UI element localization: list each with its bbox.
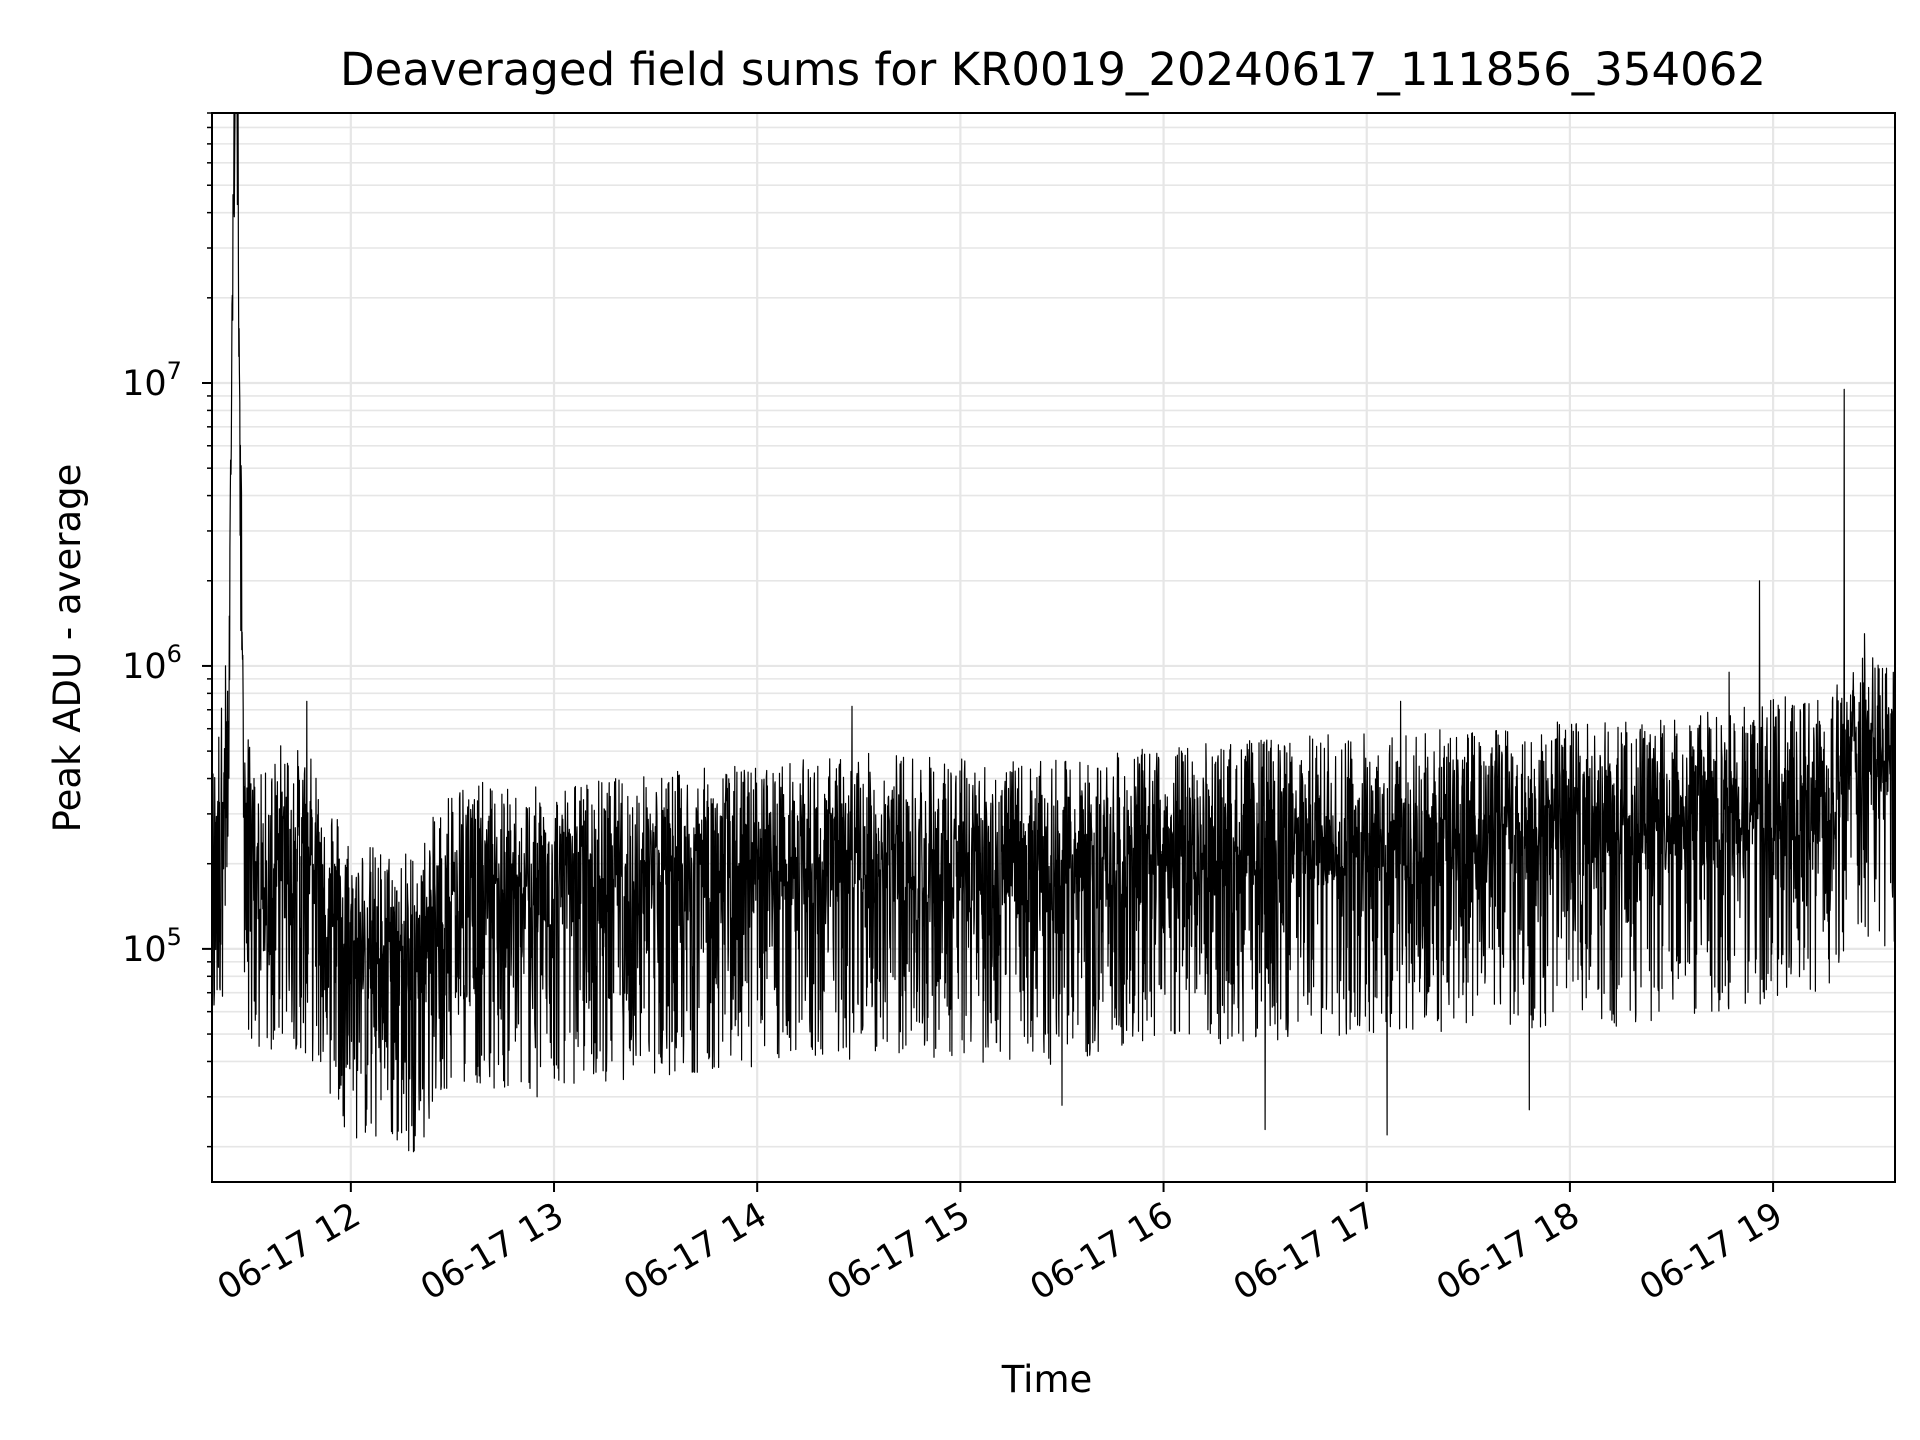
y-tick-label: 106 [122,640,182,687]
y-axis: 105 106 107 [122,112,212,1148]
data-series [211,112,1896,1153]
series-line [211,112,1896,1153]
chart-title: Deaveraged field sums for KR0019_2024061… [340,43,1766,96]
plot-frame [211,112,1896,1183]
y-tick-label: 107 [122,357,182,404]
y-tick-label: 105 [122,923,182,970]
x-axis-label: Time [1001,1358,1093,1401]
y-axis-label: Peak ADU - average [46,464,89,833]
